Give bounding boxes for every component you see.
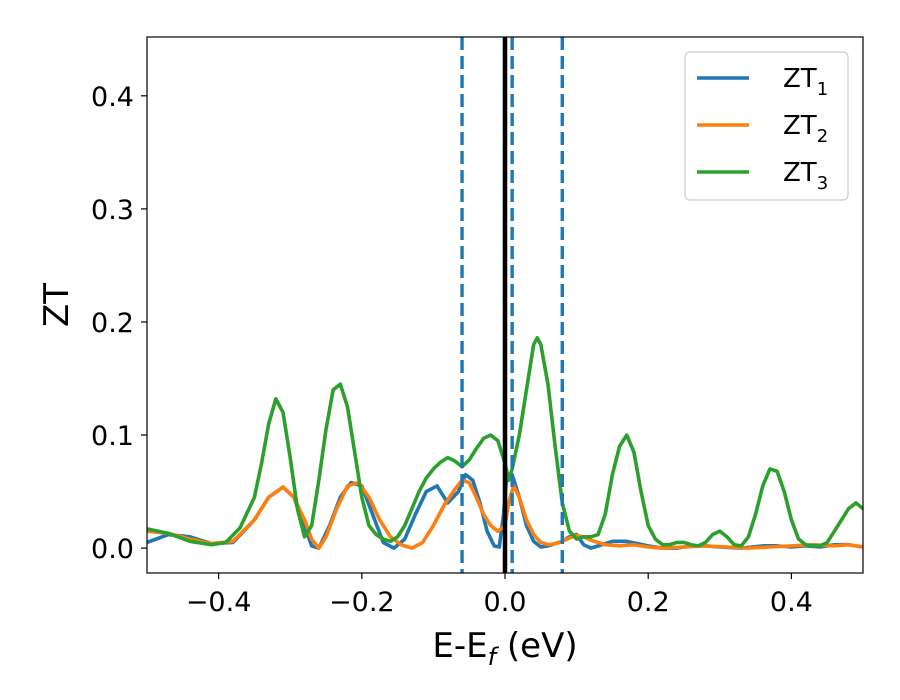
legend-entry-zt1: ZT1 <box>783 64 828 100</box>
y-tick-label: 0.0 <box>91 534 134 565</box>
legend-entry-zt3: ZT3 <box>783 158 828 194</box>
y-tick-label: 0.1 <box>91 421 134 452</box>
series-line-zt2 <box>147 478 863 550</box>
x-tick-label: 0.4 <box>770 587 813 618</box>
x-tick-label: 0.2 <box>627 587 670 618</box>
x-tick-label: −0.4 <box>186 587 252 618</box>
x-tick-label: −0.2 <box>329 587 395 618</box>
y-tick-label: 0.4 <box>91 82 134 113</box>
y-axis-label: ZT <box>37 283 77 327</box>
legend-entry-zt2: ZT2 <box>783 111 828 147</box>
x-axis-label-main: E-E <box>432 626 487 666</box>
x-tick-label: 0.0 <box>484 587 527 618</box>
plot-content <box>147 37 863 573</box>
y-tick-label: 0.3 <box>91 195 134 226</box>
legend: ZT1 ZT2 ZT3 <box>684 51 849 201</box>
x-axis-label: E-Ef (eV) <box>432 626 577 671</box>
legend-box <box>684 51 849 201</box>
y-tick-label: 0.2 <box>91 308 134 339</box>
series-line-zt3 <box>147 335 863 548</box>
x-axis-label-unit: (eV) <box>496 626 578 666</box>
